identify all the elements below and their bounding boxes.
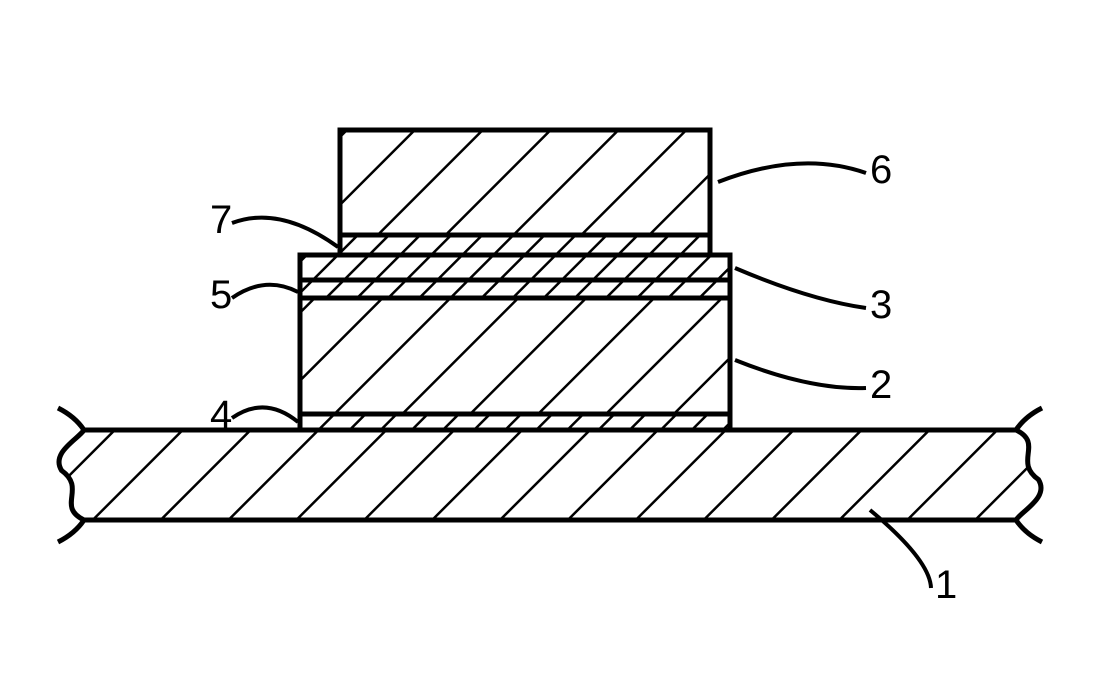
label-4: 4 xyxy=(210,393,232,437)
label-3: 3 xyxy=(870,283,892,327)
label-7: 7 xyxy=(210,198,232,242)
label-5: 5 xyxy=(210,273,232,317)
diagram-container: 6 3 2 1 7 5 4 xyxy=(0,0,1113,671)
label-1: 1 xyxy=(935,563,957,607)
cross-section-diagram: 6 3 2 1 7 5 4 xyxy=(0,0,1113,671)
label-6: 6 xyxy=(870,148,892,192)
label-2: 2 xyxy=(870,363,892,407)
